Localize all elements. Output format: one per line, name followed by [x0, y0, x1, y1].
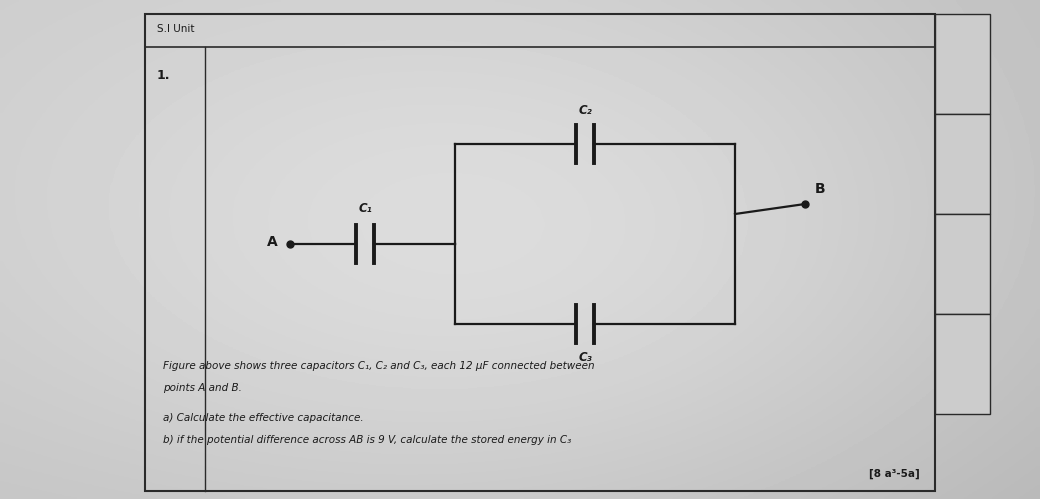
Bar [935, 14, 990, 114]
Text: A: A [267, 235, 278, 249]
Bar [935, 114, 990, 214]
Text: 1.: 1. [157, 69, 171, 82]
Bar [145, 14, 935, 491]
Text: Figure above shows three capacitors C₁, C₂ and C₃, each 12 μF connected between: Figure above shows three capacitors C₁, … [163, 361, 595, 371]
Text: b) if the potential difference across AB is 9 V, calculate the stored energy in : b) if the potential difference across AB… [163, 435, 571, 445]
Text: points A and B.: points A and B. [163, 383, 242, 393]
Text: C₃: C₃ [578, 351, 592, 364]
Text: [8 a³-5a]: [8 a³-5a] [869, 469, 920, 479]
Text: S.I Unit: S.I Unit [157, 24, 194, 34]
Bar [935, 314, 990, 414]
Text: C₁: C₁ [358, 202, 372, 215]
Text: C₂: C₂ [578, 104, 592, 117]
Text: B: B [815, 182, 826, 196]
Bar [935, 214, 990, 314]
Text: a) Calculate the effective capacitance.: a) Calculate the effective capacitance. [163, 413, 364, 423]
